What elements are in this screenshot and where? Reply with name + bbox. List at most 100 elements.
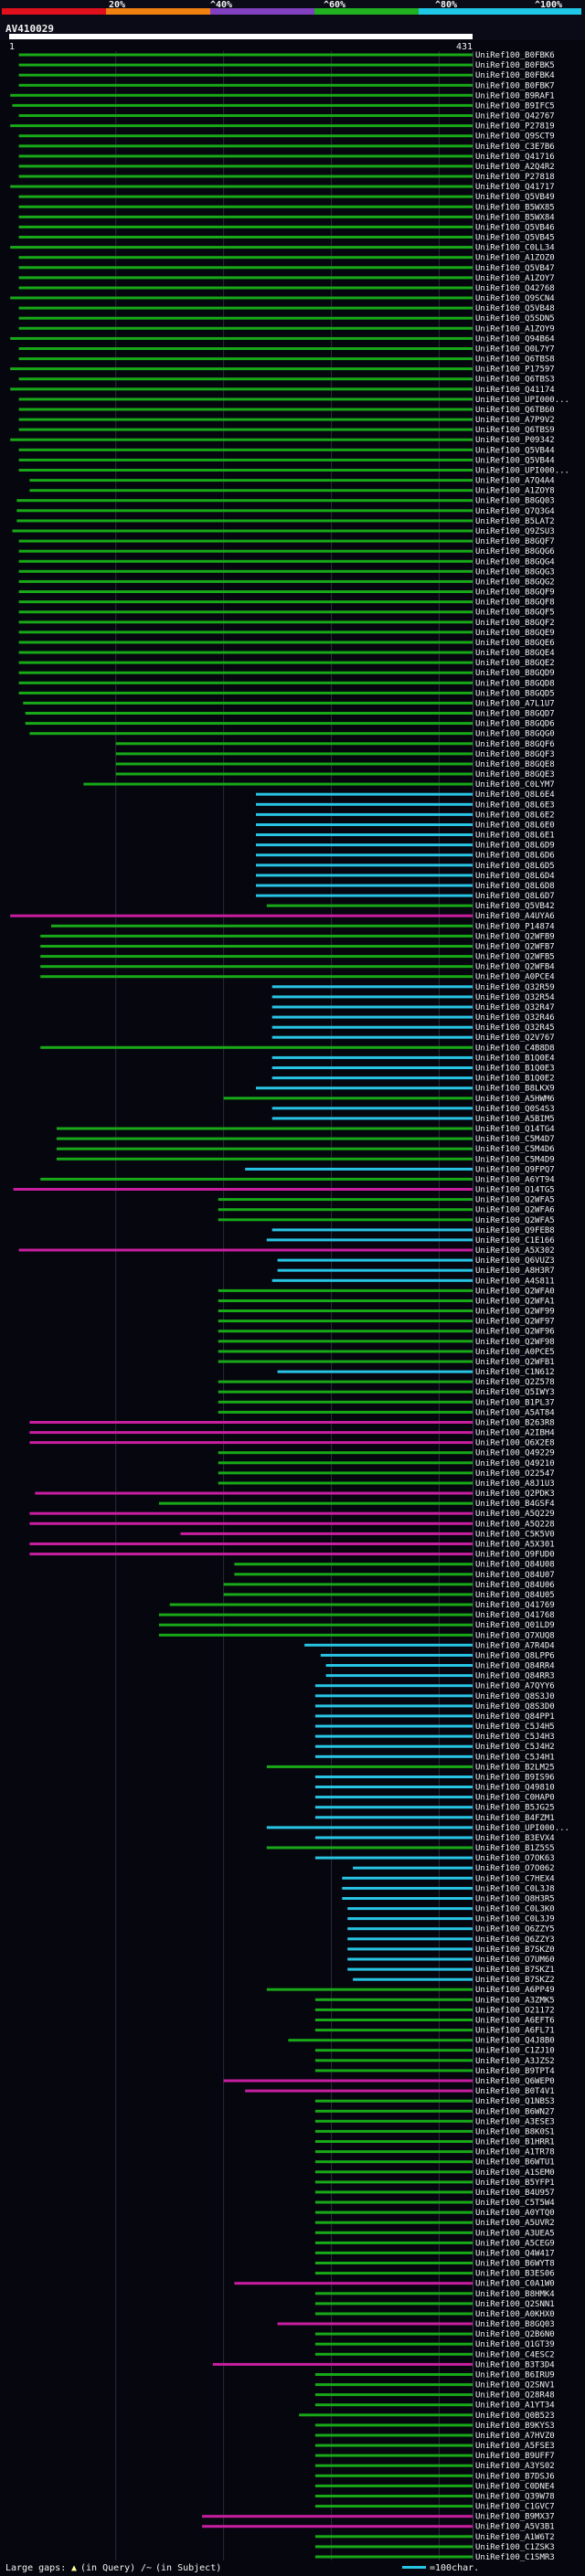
hit-row[interactable]: UniRef100_Q7XUQ8 [158, 1631, 555, 1640]
hit-bar[interactable] [56, 1127, 473, 1130]
hit-bar[interactable] [29, 489, 473, 493]
hit-bar[interactable] [218, 1218, 473, 1222]
hit-bar[interactable] [271, 985, 473, 989]
hit-row[interactable]: UniRef100_Q0L7Y7 [18, 345, 555, 355]
hit-label[interactable]: UniRef100_A4S811 [475, 1277, 555, 1286]
hit-label[interactable]: UniRef100_B8GQF5 [475, 609, 555, 618]
hit-row[interactable]: UniRef100_Q41717 [10, 183, 555, 192]
hit-row[interactable]: UniRef100_Q8L6D7 [256, 892, 555, 901]
hit-label[interactable]: UniRef100_C0LYM7 [475, 780, 555, 790]
hit-label[interactable]: UniRef100_B0FBK5 [475, 61, 555, 70]
hit-bar[interactable] [314, 1734, 473, 1738]
hit-row[interactable]: UniRef100_O7UM60 [347, 1956, 555, 1965]
hit-row[interactable]: UniRef100_B0T4V1 [245, 2087, 555, 2096]
hit-label[interactable]: UniRef100_C1ZSK3 [475, 2543, 555, 2552]
hit-row[interactable]: UniRef100_O7OK63 [314, 1854, 555, 1863]
hit-label[interactable]: UniRef100_Q8L6D8 [475, 882, 555, 891]
hit-bar[interactable] [18, 661, 473, 664]
hit-row[interactable]: UniRef100_A2IBH4 [29, 1429, 555, 1438]
hit-row[interactable]: UniRef100_Q2WFB4 [40, 963, 555, 972]
hit-row[interactable]: UniRef100_B1Q0E4 [271, 1054, 555, 1063]
hit-bar[interactable] [353, 1977, 473, 1981]
hit-bar[interactable] [266, 1238, 473, 1242]
hit-row[interactable]: UniRef100_A0PCE4 [40, 973, 555, 982]
hit-bar[interactable] [18, 225, 473, 228]
hit-bar[interactable] [288, 2039, 473, 2042]
hit-bar[interactable] [29, 1521, 473, 1525]
hit-label[interactable]: UniRef100_Q9FUD0 [475, 1551, 555, 1560]
hit-row[interactable]: UniRef100_Q1GT39 [314, 2340, 555, 2349]
hit-label[interactable]: UniRef100_Q8LPP6 [475, 1651, 555, 1660]
hit-bar[interactable] [29, 1511, 473, 1515]
hit-bar[interactable] [234, 1573, 473, 1576]
hit-bar[interactable] [51, 924, 473, 928]
hit-row[interactable]: UniRef100_A7HVZ0 [314, 2432, 555, 2441]
hit-bar[interactable] [12, 103, 473, 107]
hit-label[interactable]: UniRef100_B7SKZ1 [475, 1966, 555, 1975]
hit-label[interactable]: UniRef100_C0L3K0 [475, 1905, 555, 1914]
hit-bar[interactable] [10, 914, 473, 917]
hit-bar[interactable] [234, 2282, 473, 2285]
hit-row[interactable]: UniRef100_Q5VB44 [18, 456, 555, 465]
hit-label[interactable]: UniRef100_B8GQD8 [475, 679, 555, 688]
hit-row[interactable]: UniRef100_B8GQ03 [16, 497, 555, 506]
hit-label[interactable]: UniRef100_Q6ZZY5 [475, 1925, 555, 1935]
hit-bar[interactable] [18, 428, 473, 431]
hit-bar[interactable] [314, 1836, 473, 1839]
hit-bar[interactable] [277, 1268, 473, 1272]
hit-label[interactable]: UniRef100_Q9ZSU3 [475, 527, 555, 536]
hit-bar[interactable] [256, 874, 473, 877]
hit-label[interactable]: UniRef100_C0L3J9 [475, 1915, 555, 1924]
hit-label[interactable]: UniRef100_B8GQ03 [475, 497, 555, 506]
hit-label[interactable]: UniRef100_C5J4H1 [475, 1753, 555, 1762]
hit-bar[interactable] [325, 1664, 473, 1667]
hit-bar[interactable] [12, 529, 473, 533]
hit-label[interactable]: UniRef100_Q9SCN4 [475, 294, 555, 303]
hit-label[interactable]: UniRef100_Q84U05 [475, 1591, 555, 1600]
hit-bar[interactable] [314, 2433, 473, 2437]
hit-row[interactable]: UniRef100_A5CEG9 [314, 2239, 555, 2248]
hit-label[interactable]: UniRef100_A7P9V2 [475, 416, 555, 425]
hit-row[interactable]: UniRef100_Q8S3J0 [314, 1692, 555, 1701]
hit-label[interactable]: UniRef100_UPI000... [475, 396, 569, 405]
hit-label[interactable]: UniRef100_B8K0S1 [475, 2127, 555, 2136]
hit-label[interactable]: UniRef100_Q5VB44 [475, 446, 555, 455]
hit-label[interactable]: UniRef100_Q32R46 [475, 1013, 555, 1023]
hit-row[interactable]: UniRef100_B9UFF7 [314, 2452, 555, 2461]
hit-row[interactable]: UniRef100_B3T3D4 [212, 2360, 555, 2369]
hit-row[interactable]: UniRef100_B8GQF5 [18, 609, 555, 618]
hit-label[interactable]: UniRef100_B1Q0E3 [475, 1065, 555, 1074]
hit-row[interactable]: UniRef100_B4U957 [314, 2189, 555, 2198]
hit-label[interactable]: UniRef100_UPI000... [475, 467, 569, 476]
hit-label[interactable]: UniRef100_B5JG25 [475, 1804, 555, 1813]
hit-label[interactable]: UniRef100_O7UM60 [475, 1956, 555, 1965]
hit-label[interactable]: UniRef100_B6IRU9 [475, 2371, 555, 2380]
hit-label[interactable]: UniRef100_B0T4V1 [475, 2087, 555, 2096]
hit-label[interactable]: UniRef100_Q14TG4 [475, 1125, 555, 1134]
hit-row[interactable]: UniRef100_Q2WF96 [218, 1328, 555, 1337]
hit-bar[interactable] [347, 1967, 473, 1971]
hit-row[interactable]: UniRef100_B1Q0E2 [271, 1075, 555, 1084]
hit-row[interactable]: UniRef100_Q28R48 [314, 2391, 555, 2401]
hit-bar[interactable] [256, 1087, 473, 1090]
hit-label[interactable]: UniRef100_Q2WFA0 [475, 1287, 555, 1296]
hit-row[interactable]: UniRef100_Q2WFB9 [40, 932, 555, 941]
hit-label[interactable]: UniRef100_P27818 [475, 173, 555, 182]
hit-bar[interactable] [271, 1117, 473, 1120]
hit-label[interactable]: UniRef100_Q2WFB5 [475, 953, 555, 962]
hit-bar[interactable] [18, 610, 473, 614]
hit-label[interactable]: UniRef100_B8GQE4 [475, 649, 555, 658]
hit-row[interactable]: UniRef100_P09342 [10, 436, 555, 445]
hit-label[interactable]: UniRef100_B6WN27 [475, 2107, 555, 2116]
hit-row[interactable]: UniRef100_A1TR78 [314, 2148, 555, 2157]
hit-label[interactable]: UniRef100_A1ZOZ0 [475, 254, 555, 263]
hit-bar[interactable] [271, 1055, 473, 1059]
hit-row[interactable]: UniRef100_B5WX84 [18, 213, 555, 222]
hit-label[interactable]: UniRef100_P09342 [475, 436, 555, 445]
hit-row[interactable]: UniRef100_P27819 [10, 122, 555, 132]
hit-label[interactable]: UniRef100_Q8S3D0 [475, 1702, 555, 1712]
hit-row[interactable]: UniRef100_B1HRR1 [314, 2138, 555, 2147]
hit-bar[interactable] [16, 509, 473, 513]
hit-row[interactable]: UniRef100_Q2WFB7 [40, 943, 555, 952]
hit-bar[interactable] [18, 579, 473, 583]
